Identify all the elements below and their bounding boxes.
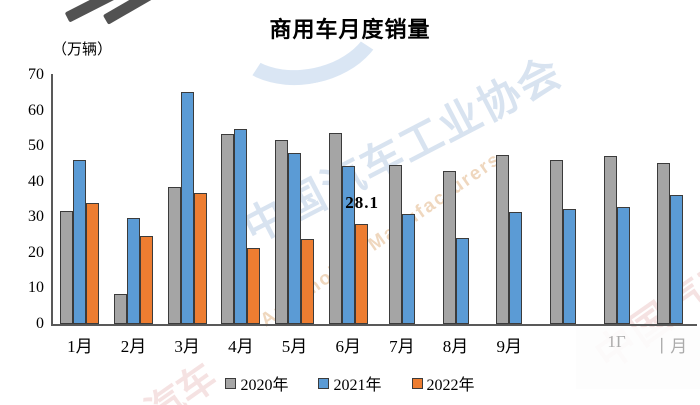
bar-2020年-12月 (657, 163, 671, 324)
x-label-4月: 4月 (228, 337, 254, 356)
x-label-8月: 8月 (442, 337, 469, 356)
bar-2021年-8月 (455, 238, 469, 324)
y-tick-70: 70 (28, 66, 44, 83)
bar-group-7月 (375, 165, 429, 324)
y-tick-20: 20 (28, 243, 44, 261)
x-axis-line (51, 324, 697, 326)
bar-2020年-7月 (388, 165, 402, 324)
legend-label: 2022年 (426, 377, 475, 394)
y-tick-60: 60 (28, 101, 44, 119)
legend-label: 2021年 (333, 377, 382, 394)
x-label-11月: 1Γ (607, 332, 626, 351)
bar-group-11月 (590, 156, 644, 324)
y-tick-40: 40 (28, 172, 44, 190)
x-label-6月: 6月 (335, 337, 361, 356)
legend-swatch-icon (225, 377, 237, 389)
bar-2020年-3月 (167, 187, 181, 324)
x-label-9月: 9月 (496, 337, 522, 356)
bar-2021年-6月 (341, 166, 355, 324)
x-label-12月: 丨月 (653, 337, 688, 356)
bar-group-6月 (321, 133, 375, 324)
bar-2020年-11月 (603, 156, 617, 324)
bar-group-5月 (268, 140, 322, 324)
bar-2020年-1月 (60, 211, 74, 324)
bar-2021年-9月 (509, 212, 523, 324)
bar-2022年-2月 (140, 236, 153, 324)
bar-2022年-5月 (301, 239, 315, 324)
y-tick-10: 10 (28, 279, 44, 297)
bar-2021年-3月 (180, 92, 194, 324)
bar-2021年-5月 (288, 153, 302, 324)
y-tick-30: 30 (28, 208, 44, 226)
bar-2022年-3月 (193, 193, 207, 324)
bar-2020年-2月 (114, 294, 127, 324)
bar-2020年-9月 (496, 155, 510, 324)
bar-2020年-8月 (442, 171, 456, 324)
bar-group-9月 (482, 155, 536, 324)
bar-2021年-2月 (127, 218, 140, 324)
x-label-3月: 3月 (174, 337, 200, 356)
legend-label: 2020年 (240, 377, 289, 394)
chart-legend: 2020年 2021年 2022年 (0, 371, 700, 395)
y-axis-line (51, 74, 53, 325)
bar-group-4月 (214, 129, 268, 324)
legend-item-2021年: 2021年 (318, 371, 382, 395)
x-label-2月: 2月 (120, 337, 147, 356)
bar-group-1月 (53, 160, 107, 324)
bar-2021年-4月 (234, 129, 248, 324)
bar-group-12月 (643, 163, 697, 324)
bar-2022年-1月 (86, 203, 100, 324)
bar-2021年-7月 (401, 214, 415, 324)
y-tick-0: 0 (36, 315, 44, 332)
chart-title: 商用车月度销量 (269, 17, 431, 42)
bar-group-3月 (160, 92, 214, 324)
legend-item-2020年: 2020年 (225, 371, 288, 395)
bar-2021年-12月 (670, 195, 684, 324)
bar-2022年-6月 (354, 224, 368, 324)
data-label-28.1: 28.1 (345, 193, 380, 213)
x-label-5月: 5月 (281, 337, 308, 356)
plot-area (53, 75, 697, 324)
bar-group-10月 (536, 160, 590, 324)
y-tick-50: 50 (28, 137, 44, 155)
bar-2020年-5月 (275, 140, 289, 324)
bar-2020年-10月 (549, 160, 563, 324)
bar-2021年-10月 (562, 209, 576, 324)
watermark-removal-patch (576, 327, 700, 389)
bar-2020年-4月 (221, 134, 235, 324)
bar-2021年-11月 (616, 207, 630, 324)
x-label-7月: 7月 (389, 337, 415, 356)
x-label-10月 (536, 332, 590, 356)
bar-group-2月 (107, 218, 161, 324)
y-axis-unit-label: （万辆） (52, 42, 113, 58)
bar-2020年-6月 (328, 133, 342, 324)
bar-group-8月 (429, 171, 483, 324)
x-label-1月: 1月 (67, 337, 93, 356)
legend-swatch-icon (318, 377, 330, 389)
legend-swatch-icon (411, 377, 423, 389)
legend-item-2022年: 2022年 (411, 371, 475, 395)
x-axis-labels: 1月 2月 3月 4月 5月 6月 7月 8月 9月 1Γ 丨月 (53, 332, 697, 356)
bar-2021年-1月 (73, 160, 87, 324)
bar-2022年-4月 (247, 248, 261, 324)
